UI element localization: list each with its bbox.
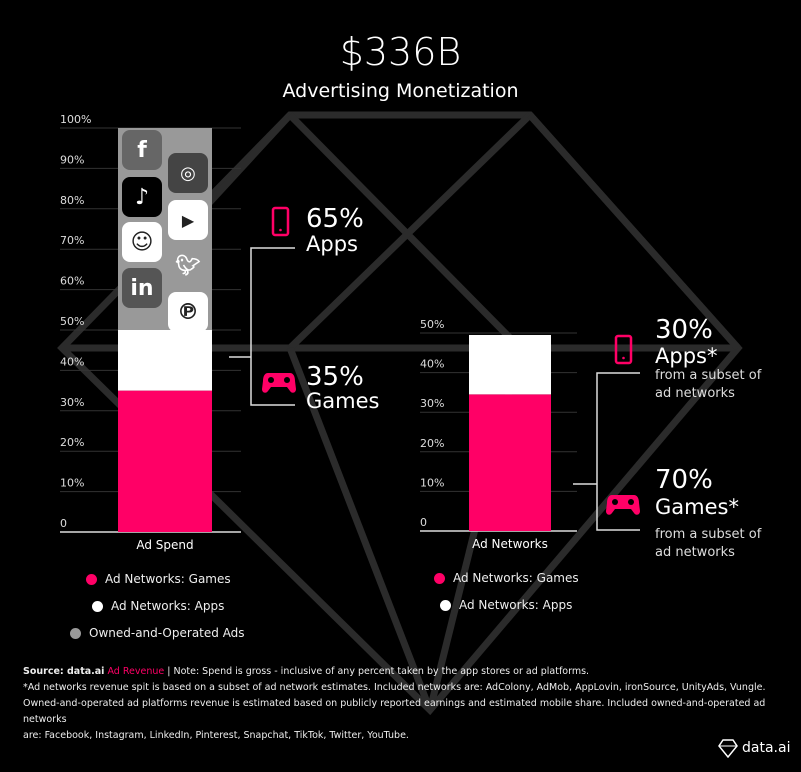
linkedin-icon: in xyxy=(122,268,162,308)
bar-segment-ad-networks-games xyxy=(118,390,212,532)
legend-label: Ad Networks: Games xyxy=(453,571,579,585)
page-title: $336B xyxy=(339,30,462,74)
legend-label: Ad Networks: Apps xyxy=(111,599,225,613)
y-tick-label: 40% xyxy=(60,355,84,368)
source-label: Source: data.ai xyxy=(23,666,105,677)
gamepad-icon xyxy=(606,495,640,515)
y-tick-label: 40% xyxy=(420,358,444,371)
legend-item-games: Ad Networks: Games xyxy=(86,572,231,586)
games-label: Games xyxy=(306,389,380,413)
facebook-icon: f xyxy=(122,130,162,170)
footer-notes: Source: data.ai Ad Revenue | Note: Spend… xyxy=(23,664,783,744)
footer-note: | Note: Spend is gross - inclusive of an… xyxy=(164,666,590,677)
ad-revenue-link[interactable]: Ad Revenue xyxy=(107,666,165,677)
x-category-label: Ad Spend xyxy=(136,538,193,552)
y-tick-label: 50% xyxy=(420,318,444,331)
twitter-icon: 🐦︎ xyxy=(175,253,201,277)
bar-segment-ad-networks-apps xyxy=(118,330,212,391)
y-tick-label: 60% xyxy=(60,275,84,288)
y-tick-label: 10% xyxy=(420,476,444,489)
y-tick-label: 50% xyxy=(60,315,84,328)
bar-segment-ad-networks-games xyxy=(469,394,551,531)
footer-line: *Ad networks revenue spit is based on a … xyxy=(23,682,766,693)
tiktok-icon: ♪ xyxy=(122,177,162,217)
legend-item-games: Ad Networks: Games xyxy=(434,571,579,585)
network-games-label: Games* xyxy=(655,495,739,519)
legend-item-apps: Ad Networks: Apps xyxy=(440,598,572,612)
bar-segment-ad-networks-apps xyxy=(469,334,551,395)
snapchat-icon: ☺ xyxy=(122,222,162,262)
y-tick-label: 10% xyxy=(60,477,84,490)
smartphone-icon xyxy=(271,206,290,237)
y-tick-label: 70% xyxy=(60,234,84,247)
y-tick-label: 20% xyxy=(420,437,444,450)
network-games-percent: 70% xyxy=(655,465,713,495)
instagram-icon: ◎ xyxy=(168,153,208,193)
pinterest-icon: ℗ xyxy=(168,292,208,332)
network-apps-label: Apps* xyxy=(655,344,718,368)
brand-name: data.ai xyxy=(742,740,791,756)
footer-line: are: Facebook, Instagram, LinkedIn, Pint… xyxy=(23,730,409,741)
network-games-note: from a subset of ad networks xyxy=(655,527,762,560)
apps-percent: 65% xyxy=(306,204,364,234)
y-tick-label: 30% xyxy=(60,396,84,409)
legend-label: Ad Networks: Games xyxy=(105,572,231,586)
smartphone-icon xyxy=(614,334,633,365)
y-tick-label: 80% xyxy=(60,194,84,207)
legend-item-owned: Owned-and-Operated Ads xyxy=(70,626,245,640)
page-subtitle: Advertising Monetization xyxy=(282,80,519,102)
diamond-logo-icon xyxy=(718,739,738,758)
legend-swatch xyxy=(86,573,97,585)
legend-swatch xyxy=(440,599,451,611)
legend-label: Ad Networks: Apps xyxy=(459,598,573,612)
legend-item-apps: Ad Networks: Apps xyxy=(92,599,224,613)
network-apps-percent: 30% xyxy=(655,315,713,345)
gamepad-icon xyxy=(262,373,296,393)
network-apps-note: from a subset of ad networks xyxy=(655,368,762,401)
legend-swatch xyxy=(434,572,445,584)
legend-label: Owned-and-Operated Ads xyxy=(89,626,245,640)
footer-line: Owned-and-operated ad platforms revenue … xyxy=(23,698,766,725)
youtube-icon: ▶ xyxy=(168,200,208,240)
y-tick-label: 90% xyxy=(60,153,84,166)
y-tick-label: 0 xyxy=(60,517,67,530)
y-tick-label: 100% xyxy=(60,113,91,126)
x-category-label: Ad Networks xyxy=(472,537,548,551)
legend-swatch xyxy=(92,600,103,612)
y-tick-label: 0 xyxy=(420,516,427,529)
brand-logo: data.ai xyxy=(718,738,790,758)
games-percent: 35% xyxy=(306,362,364,392)
apps-label: Apps xyxy=(306,232,358,256)
legend-swatch xyxy=(70,627,81,639)
y-tick-label: 20% xyxy=(60,436,84,449)
y-tick-label: 30% xyxy=(420,397,444,410)
